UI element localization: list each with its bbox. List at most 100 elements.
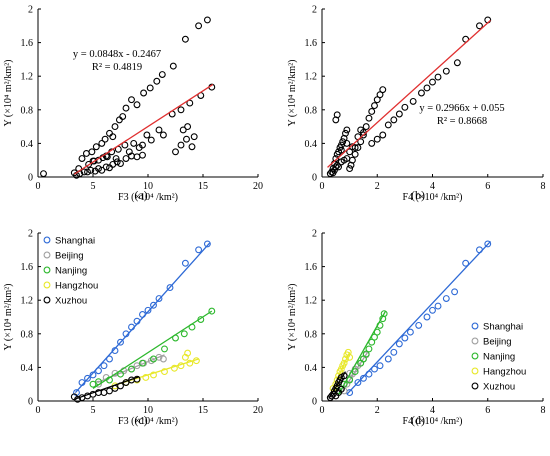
data-point: [340, 372, 348, 380]
data-point: [342, 355, 349, 363]
legend-marker: [471, 352, 479, 360]
trendline: [73, 83, 214, 175]
data-point: [101, 135, 109, 143]
y-tick-label: 1.6: [305, 38, 318, 49]
x-tick-label: 15: [198, 405, 208, 416]
legend-marker: [471, 382, 479, 390]
data-point: [82, 150, 90, 157]
data-point: [368, 338, 376, 346]
legend-label: Nanjing: [55, 266, 87, 277]
series-fit-line: [346, 240, 491, 395]
series-hangzhou: [111, 349, 200, 390]
data-point: [180, 330, 188, 338]
data-point: [89, 380, 97, 388]
data-point: [188, 323, 196, 331]
legend-marker: [471, 337, 479, 345]
data-point: [90, 157, 98, 165]
legend-marker: [471, 322, 479, 330]
x-tick-label: 0: [36, 405, 41, 416]
legend-label: Hangzhou: [483, 367, 526, 378]
legend-label: Beijing: [483, 337, 512, 348]
data-point: [172, 148, 179, 156]
data-point: [340, 359, 348, 367]
data-point: [371, 333, 378, 341]
data-point: [348, 156, 356, 164]
x-tick-label: 6: [485, 405, 490, 416]
x-axis-title: F4 (×10⁴ /km²): [403, 192, 463, 203]
data-point: [85, 160, 93, 168]
data-point: [379, 131, 387, 139]
data-point: [130, 139, 138, 147]
data-point: [195, 22, 203, 30]
data-point: [144, 306, 152, 314]
x-tick-label: 0: [36, 181, 41, 192]
data-point: [203, 16, 211, 24]
data-point: [135, 144, 143, 152]
data-point: [368, 108, 376, 115]
data-point: [89, 371, 97, 379]
data-point: [379, 86, 387, 94]
data-point: [346, 353, 354, 361]
data-point: [122, 379, 130, 386]
y-tick-label: 1.2: [305, 296, 318, 307]
x-tick-label: 4: [430, 405, 435, 416]
y-tick-label: 0.4: [21, 139, 34, 150]
data-point: [159, 131, 167, 139]
data-point: [401, 103, 409, 111]
x-tick-label: 20: [253, 405, 263, 416]
data-point: [84, 168, 91, 176]
data-point: [337, 365, 345, 373]
data-point: [150, 301, 157, 309]
regression-equation: y = 0.0848x - 0.2467: [73, 49, 161, 60]
data-point: [354, 379, 362, 386]
data-point: [111, 384, 119, 392]
data-point: [365, 345, 373, 353]
y-axis-title: Y (×10⁴ m²/km²): [287, 60, 298, 127]
data-point: [333, 382, 341, 390]
x-tick-label: 8: [541, 405, 546, 416]
data-point: [339, 138, 347, 146]
data-point: [418, 89, 425, 97]
r-squared: R² = 0.8668: [437, 116, 487, 127]
panel-label: (a): [134, 188, 147, 202]
data-point: [390, 116, 398, 124]
data-point: [100, 389, 108, 397]
x-tick-label: 2: [375, 181, 380, 192]
data-point: [337, 385, 345, 393]
data-point: [376, 91, 384, 99]
y-axis-title: Y (×10⁴ m²/km²): [3, 60, 14, 127]
data-point: [88, 148, 96, 156]
data-point: [128, 323, 135, 331]
data-point: [119, 113, 127, 120]
series-shanghai: [346, 240, 492, 397]
data-point: [365, 114, 373, 122]
x-tick-label: 0: [320, 405, 325, 416]
data-point: [330, 166, 338, 174]
data-point: [390, 348, 398, 356]
data-point: [179, 126, 187, 134]
chart-panel-2: 0 0.4 0.8 1.2 1.6 2 0 2 4 6 8 F4 (×10⁴ /km²) Y (×10⁴…: [287, 5, 546, 204]
data-point: [380, 310, 388, 318]
data-point: [125, 148, 133, 156]
legend: Shanghai Beijing Nanjing Hangzhou Xuzhou: [471, 322, 526, 393]
data-point: [423, 84, 431, 92]
trendline: [327, 19, 491, 168]
data-point: [371, 365, 378, 373]
data-point: [409, 97, 417, 105]
data-point: [462, 259, 470, 267]
data-point: [117, 338, 124, 346]
legend-marker: [471, 367, 479, 375]
data-point: [161, 345, 168, 353]
y-tick-label: 1.6: [21, 262, 34, 273]
data-point: [362, 350, 370, 358]
data-point: [183, 135, 190, 143]
data-point: [153, 77, 161, 85]
series-fit-line: [92, 310, 213, 389]
y-tick-label: 1.2: [21, 296, 34, 307]
y-tick-label: 1.2: [21, 72, 34, 83]
series-shanghai: [73, 240, 211, 397]
data-point: [117, 382, 124, 390]
data-point: [333, 161, 341, 169]
series-nanjing: [89, 307, 216, 389]
